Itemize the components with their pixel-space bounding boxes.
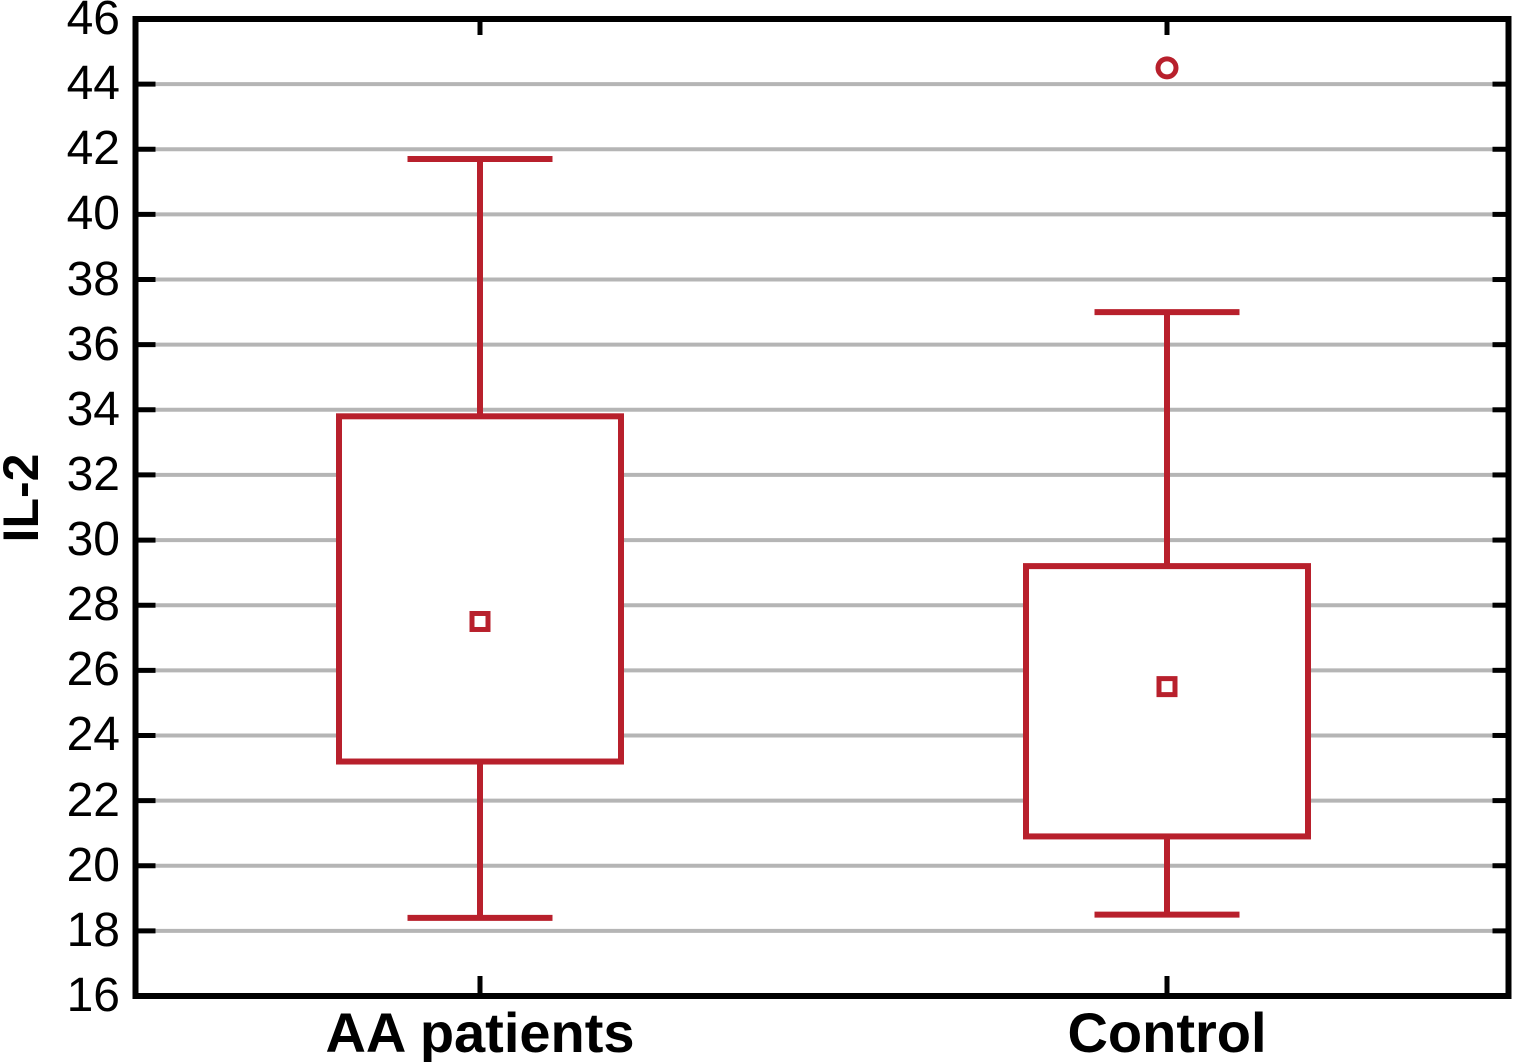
mean-marker xyxy=(1156,676,1178,698)
x-category-label-aa-patients: AA patients xyxy=(325,1001,635,1062)
y-tick-label-40: 40 xyxy=(66,187,120,241)
y-tick-label-16: 16 xyxy=(66,969,120,1022)
y-tick-label-32: 32 xyxy=(66,447,120,501)
plot-border xyxy=(132,16,1512,999)
y-tick-label-24: 24 xyxy=(66,708,120,762)
iqr-box xyxy=(336,413,624,765)
y-tick-label-38: 38 xyxy=(66,252,120,306)
y-tick-label-46: 46 xyxy=(66,0,120,45)
y-tick-label-36: 36 xyxy=(66,317,120,371)
outlier-marker xyxy=(1155,56,1179,80)
y-tick-label-42: 42 xyxy=(66,122,120,176)
y-tick-label-20: 20 xyxy=(66,838,120,892)
y-tick-label-30: 30 xyxy=(66,513,120,567)
y-tick-label-28: 28 xyxy=(66,578,120,632)
boxplot-aa-patients xyxy=(336,156,624,921)
x-category-label-control: Control xyxy=(1067,1001,1267,1062)
mean-marker xyxy=(469,610,491,632)
y-tick-label-18: 18 xyxy=(66,903,120,957)
y-tick-label-26: 26 xyxy=(66,643,120,697)
y-tick-label-44: 44 xyxy=(66,57,120,111)
iqr-box xyxy=(1023,563,1311,840)
y-tick-label-34: 34 xyxy=(66,382,120,436)
boxplot-control xyxy=(1023,56,1311,918)
y-tick-label-22: 22 xyxy=(66,773,120,827)
